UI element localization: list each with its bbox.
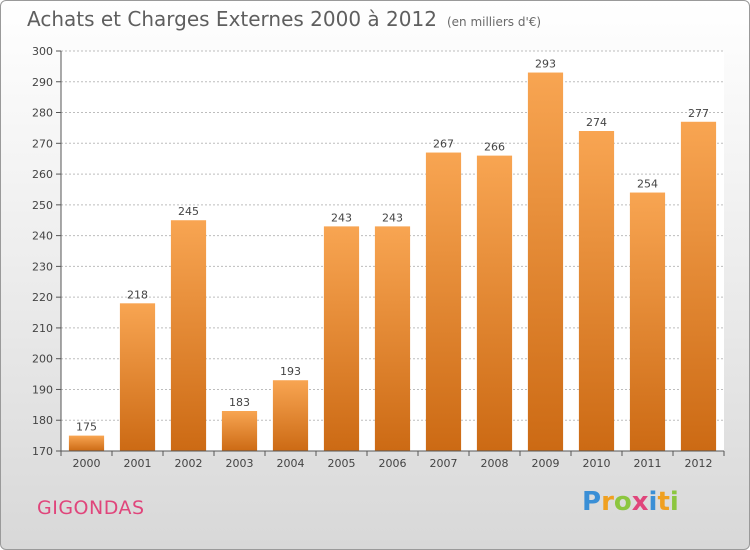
y-tick-label: 190 <box>32 383 53 396</box>
y-tick-label: 240 <box>32 230 53 243</box>
bar-2010 <box>578 131 615 451</box>
bar-value-label: 193 <box>280 365 301 378</box>
bar-value-label: 243 <box>331 211 352 224</box>
y-tick-label: 290 <box>32 76 53 89</box>
x-tick-label: 2007 <box>430 457 458 470</box>
commune-name: GIGONDAS <box>37 497 145 519</box>
y-tick-label: 170 <box>32 445 53 458</box>
y-tick-label: 210 <box>32 322 53 335</box>
bar-value-label: 277 <box>688 107 709 120</box>
y-tick-label: 260 <box>32 168 53 181</box>
bar-2000 <box>68 435 105 451</box>
bar-value-label: 267 <box>433 138 454 151</box>
x-tick-label: 2001 <box>124 457 152 470</box>
x-tick-label: 2012 <box>685 457 713 470</box>
bar-value-label: 218 <box>127 288 148 301</box>
chart-subtitle: (en milliers d'€) <box>446 15 542 29</box>
y-tick-label: 270 <box>32 137 53 150</box>
bar-2003 <box>221 411 258 451</box>
logo-letter: i <box>648 487 658 517</box>
bars: 175 218 245 183 193 243 243 267 266 293 274 254 277 <box>68 58 717 452</box>
x-tick-label: 2009 <box>532 457 560 470</box>
y-tick-label: 300 <box>32 45 53 58</box>
y-tick-label: 200 <box>32 353 53 366</box>
logo-letter: r <box>601 487 614 517</box>
logo-letter: x <box>631 487 649 517</box>
x-tick-label: 2003 <box>226 457 254 470</box>
bar-2005 <box>323 226 360 451</box>
bar-2011 <box>629 192 666 452</box>
bar-value-label: 254 <box>637 178 658 191</box>
bar-value-label: 183 <box>229 396 250 409</box>
bar-2006 <box>374 226 411 451</box>
bar-2008 <box>476 155 513 451</box>
bar-value-label: 266 <box>484 141 505 154</box>
axes: 170 180 190 200 210 220 230 240 250 260 270 280 290 3… <box>32 45 725 470</box>
y-tick-label: 230 <box>32 260 53 273</box>
bar-2004 <box>272 380 309 451</box>
y-tick-label: 220 <box>32 291 53 304</box>
x-tick-label: 2000 <box>73 457 101 470</box>
logo-letter: t <box>657 487 670 517</box>
logo-letter: o <box>613 487 632 517</box>
bar-2007 <box>425 152 462 452</box>
bar-value-label: 245 <box>178 205 199 218</box>
bar-value-label: 274 <box>586 116 607 129</box>
y-tick-label: 250 <box>32 199 53 212</box>
x-tick-label: 2006 <box>379 457 407 470</box>
x-tick-label: 2005 <box>328 457 356 470</box>
bar-2009 <box>527 72 564 451</box>
x-tick-label: 2008 <box>481 457 509 470</box>
chart-title: Achats et Charges Externes 2000 à 2012 (e… <box>27 7 541 31</box>
chart-title-text: Achats et Charges Externes 2000 à 2012 <box>27 7 437 31</box>
bar-value-label: 175 <box>76 421 97 434</box>
x-tick-label: 2011 <box>634 457 662 470</box>
bar-value-label: 243 <box>382 211 403 224</box>
x-tick-label: 2010 <box>583 457 611 470</box>
y-tick-label: 180 <box>32 414 53 427</box>
logo-letter: i <box>669 487 679 517</box>
x-tick-label: 2002 <box>175 457 203 470</box>
logo-letter: P <box>582 487 602 517</box>
y-tick-label: 280 <box>32 107 53 120</box>
bar-2012 <box>680 121 717 452</box>
bar-2002 <box>170 220 207 451</box>
x-tick-label: 2004 <box>277 457 305 470</box>
bar-value-label: 293 <box>535 58 556 71</box>
proxiti-logo: Proxiti <box>582 487 679 517</box>
bar-2001 <box>119 303 156 451</box>
